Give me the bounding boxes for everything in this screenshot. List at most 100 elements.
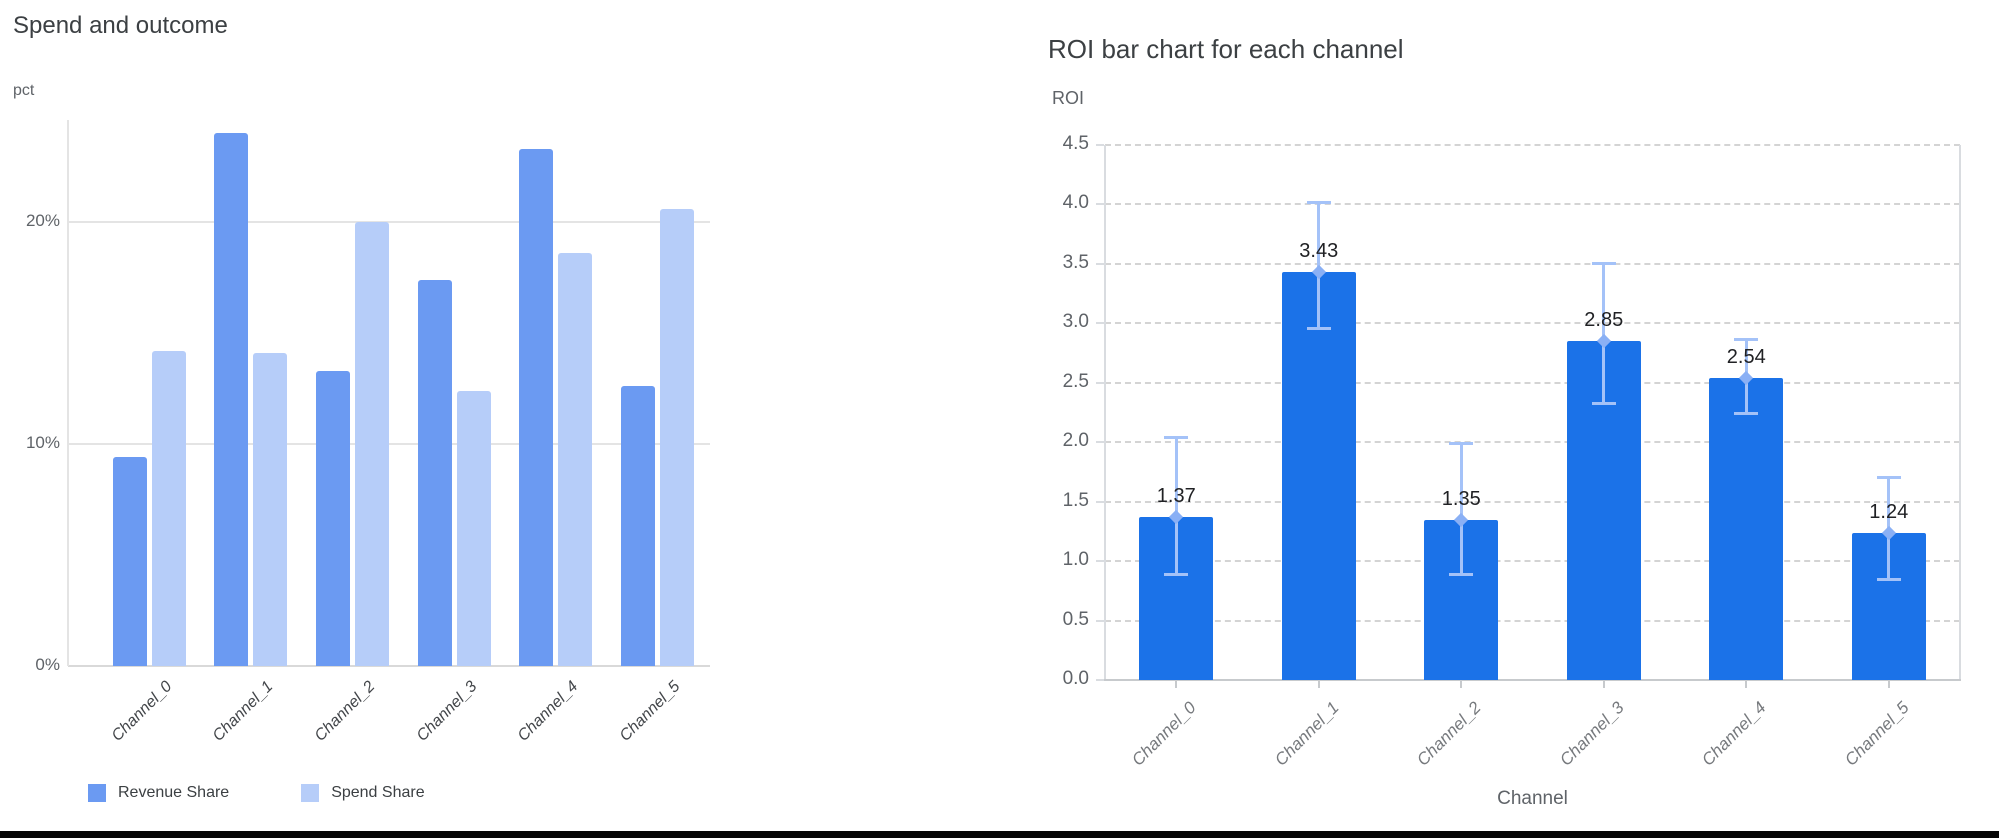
right-gridline-1.5: [1105, 500, 1960, 503]
right-errorbar-cap-bottom-Channel_1: [1306, 327, 1331, 331]
right-value-label-Channel_2: 1.35: [1441, 487, 1481, 510]
right-errorbar-line-Channel_3: [1602, 262, 1606, 405]
right-ytickmark-2.5: [1096, 381, 1104, 384]
right-ytick-3.5: 3.5: [1062, 251, 1089, 273]
right-xtickmark-Channel_5: [1887, 681, 1890, 688]
right-ytick-4.0: 4.0: [1062, 192, 1089, 214]
right-ytickmark-0.5: [1096, 619, 1104, 622]
left-bar-spend-share-Channel_1: [253, 353, 288, 666]
right-xtickmark-Channel_4: [1745, 681, 1748, 688]
right-xlabel-Channel_4: Channel_4: [1698, 698, 1770, 770]
left-xlabel-Channel_2: Channel_2: [311, 678, 379, 745]
right-xtickmark-Channel_1: [1317, 681, 1320, 688]
left-ytick-0%: 0%: [35, 655, 60, 674]
right-errorbar-cap-top-Channel_0: [1164, 436, 1189, 440]
left-xlabel-Channel_4: Channel_4: [515, 678, 582, 745]
right-errorbar-cap-bottom-Channel_2: [1449, 573, 1474, 577]
left-bar-revenue-share-Channel_1: [214, 133, 249, 666]
left-bar-revenue-share-Channel_3: [417, 279, 452, 666]
right-value-label-Channel_1: 3.43: [1299, 240, 1339, 263]
right-gridline-0.5: [1105, 619, 1960, 622]
right-errorbar-cap-bottom-Channel_3: [1591, 402, 1616, 406]
left-ytick-10%: 10%: [25, 433, 60, 453]
right-gridline-2.0: [1105, 441, 1960, 444]
right-xtickmark-Channel_0: [1175, 681, 1178, 688]
right-ytickmark-1.5: [1096, 500, 1104, 503]
left-chart-legend: Revenue Share Spend Share: [88, 784, 425, 802]
right-errorbar-cap-top-Channel_5: [1876, 475, 1901, 479]
left-chart-y-axis-unit: pct: [13, 82, 35, 99]
left-gridline-10%: [68, 443, 710, 446]
right-ytickmark-0.0: [1096, 679, 1104, 681]
right-errorbar-cap-top-Channel_3: [1591, 261, 1616, 265]
right-plot-left-spine: [1104, 145, 1106, 680]
left-bar-revenue-share-Channel_0: [112, 457, 147, 666]
left-y-axis-spine: [67, 120, 69, 666]
right-gridline-4.5: [1105, 144, 1960, 146]
left-xlabel-Channel_5: Channel_5: [616, 678, 684, 745]
right-xtickmark-Channel_2: [1460, 681, 1463, 688]
right-errorbar-cap-top-Channel_4: [1734, 337, 1759, 341]
right-ytick-3.0: 3.0: [1062, 311, 1089, 333]
legend-swatch-spend-share: [301, 784, 320, 802]
right-errorbar-line-Channel_0: [1174, 437, 1178, 576]
right-gridline-3.5: [1105, 262, 1960, 265]
right-errorbar-line-Channel_2: [1459, 443, 1463, 576]
right-gridline-4.0: [1105, 203, 1960, 206]
legend-swatch-revenue-share: [88, 784, 106, 802]
left-ytick-20%: 20%: [25, 211, 60, 231]
right-ytick-4.5: 4.5: [1062, 133, 1089, 154]
right-ytick-1.5: 1.5: [1062, 489, 1089, 511]
right-gridline-3.0: [1105, 322, 1960, 325]
right-errorbar-cap-bottom-Channel_5: [1876, 578, 1901, 582]
left-bar-revenue-share-Channel_5: [621, 386, 655, 666]
left-xlabel-Channel_3: Channel_3: [413, 678, 481, 745]
right-chart-title: ROI bar chart for each channel: [1048, 34, 1404, 64]
right-value-label-Channel_4: 2.54: [1726, 346, 1766, 369]
right-chart-x-axis-label: Channel: [1497, 788, 1568, 809]
left-xlabel-Channel_0: Channel_0: [108, 678, 176, 745]
left-gridline-0%: [68, 665, 710, 667]
left-bar-revenue-share-Channel_2: [315, 370, 350, 666]
left-bar-revenue-share-Channel_4: [519, 148, 554, 666]
right-bar-Channel_4: [1709, 378, 1784, 680]
right-errorbar-cap-top-Channel_2: [1449, 442, 1474, 446]
left-bar-spend-share-Channel_0: [151, 350, 186, 666]
right-ytick-1.0: 1.0: [1062, 549, 1089, 571]
right-errorbar-cap-bottom-Channel_4: [1734, 411, 1759, 415]
right-gridline-1.0: [1105, 560, 1960, 563]
right-ytickmark-3.5: [1096, 262, 1104, 265]
right-xlabel-Channel_3: Channel_3: [1555, 698, 1628, 770]
right-errorbar-cap-top-Channel_1: [1306, 201, 1331, 205]
right-ytickmark-1.0: [1096, 560, 1104, 563]
right-xtickmark-Channel_3: [1602, 681, 1605, 688]
right-plot-right-spine: [1959, 145, 1961, 680]
right-value-label-Channel_5: 1.24: [1869, 500, 1909, 523]
legend-label-spend-share: Spend Share: [331, 784, 425, 801]
right-ytick-0.5: 0.5: [1062, 608, 1089, 630]
left-xlabel-Channel_1: Channel_1: [209, 678, 277, 745]
legend-label-revenue-share: Revenue Share: [118, 784, 230, 801]
right-ytick-2.5: 2.5: [1062, 370, 1089, 392]
left-bar-spend-share-Channel_5: [660, 208, 694, 666]
right-xlabel-Channel_2: Channel_2: [1413, 698, 1485, 770]
left-gridline-20%: [68, 221, 710, 224]
left-chart-title: Spend and outcome: [13, 12, 228, 39]
left-bar-spend-share-Channel_4: [558, 253, 593, 666]
left-bar-spend-share-Channel_2: [354, 222, 389, 666]
right-ytick-0.0: 0.0: [1062, 668, 1089, 689]
right-ytickmark-4.5: [1096, 144, 1104, 146]
right-xlabel-Channel_0: Channel_0: [1128, 698, 1200, 770]
right-ytickmark-3.0: [1096, 322, 1104, 325]
screenshot-bottom-border: [0, 831, 1999, 838]
right-gridline-2.5: [1105, 381, 1960, 384]
left-bar-spend-share-Channel_3: [456, 390, 491, 666]
right-bar-Channel_1: [1281, 272, 1356, 680]
right-ytick-2.0: 2.0: [1062, 430, 1089, 452]
right-value-label-Channel_0: 1.37: [1156, 485, 1196, 508]
right-ytickmark-4.0: [1096, 203, 1104, 206]
right-value-label-Channel_3: 2.85: [1584, 309, 1624, 332]
right-chart-y-axis-label: ROI: [1052, 88, 1085, 108]
right-ytickmark-2.0: [1096, 441, 1104, 444]
